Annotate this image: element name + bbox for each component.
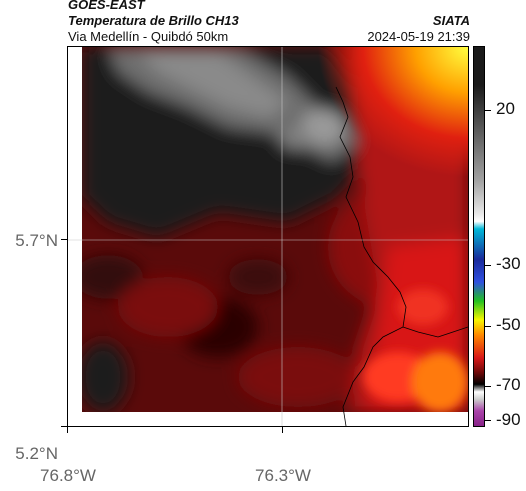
no-data-bottom [68, 412, 468, 426]
product-title: Temperatura de Brillo CH13 [68, 13, 239, 28]
agency-label: SIATA [432, 13, 470, 28]
colorbar-tickmark [485, 265, 491, 266]
lat-tick-label: 5.7°N [15, 231, 58, 250]
department-border-east [402, 326, 468, 338]
colorbar-tickmark [485, 386, 491, 387]
lat-tickmark [61, 426, 67, 427]
timestamp-label: 2024-05-19 21:39 [367, 29, 470, 44]
warm-spots [363, 289, 468, 412]
colorbar-tick-label: -30 [496, 254, 521, 273]
department-border [335, 86, 407, 426]
lon-tickmark [282, 427, 283, 433]
satellite-title: GOES-EAST [68, 0, 145, 12]
colorbar-tickmark [485, 420, 491, 421]
brightness-temperature-map [67, 46, 469, 427]
lon-tick-label: 76.8°W [40, 466, 96, 485]
colorbar-tick-label: -70 [496, 375, 521, 394]
lat-tick-label: 5.2°N [15, 444, 58, 463]
map-canvas [68, 47, 468, 426]
warm-corner [318, 47, 468, 177]
lat-tickmark [61, 239, 67, 240]
no-data-left [68, 47, 82, 426]
temperature-colorbar [473, 46, 485, 427]
colorbar-tickmark [485, 326, 491, 327]
region-label: Via Medellín - Quibdó 50km [68, 29, 229, 44]
colorbar-tick-label: 20 [496, 99, 515, 118]
lon-tickmark [67, 427, 68, 433]
colorbar-tick-label: -50 [496, 315, 521, 334]
colorbar-tickmark [485, 110, 491, 111]
colorbar-tick-label: -90 [496, 410, 521, 429]
lon-tick-label: 76.3°W [255, 466, 311, 485]
